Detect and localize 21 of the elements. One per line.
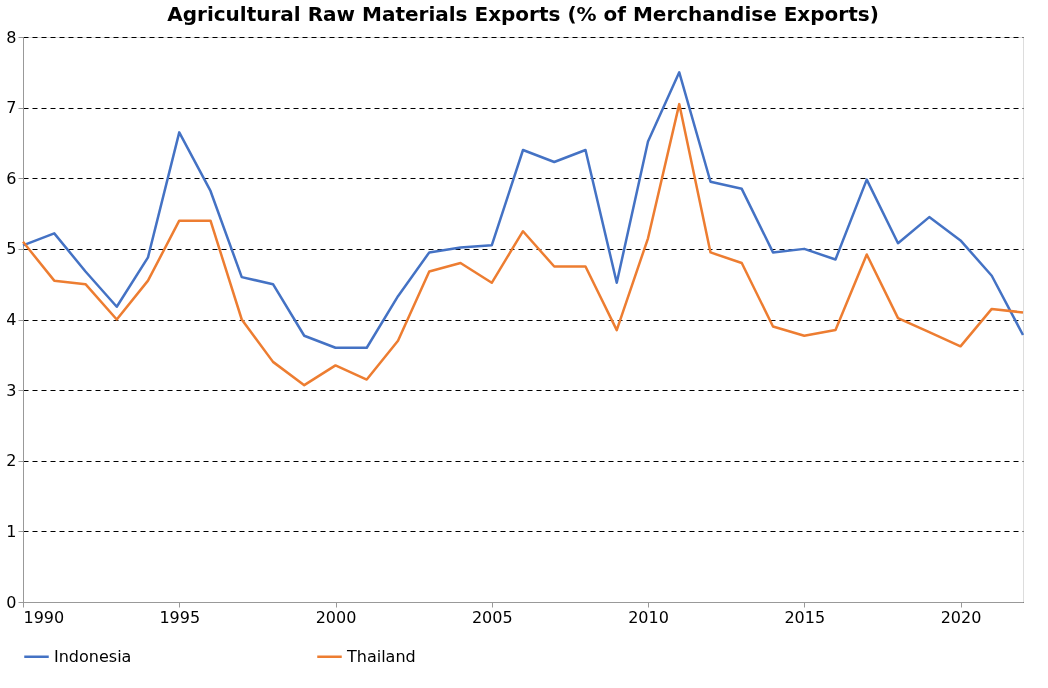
x-tick-label: 2010 [628, 607, 669, 627]
x-tick-label: 2020 [940, 607, 982, 627]
x-tick-label: 1990 [23, 607, 65, 627]
chart-title: Agricultural Raw Materials Exports (% of Merchandise Exports) [167, 2, 879, 26]
y-tick-label: 4 [6, 310, 17, 329]
y-tick-label: 0 [6, 592, 17, 612]
y-tick-label: 6 [6, 168, 17, 188]
y-tick-label: 2 [6, 451, 17, 471]
legend-label: Indonesia [54, 646, 132, 666]
x-tick-label: 2015 [784, 607, 826, 627]
y-tick-label: 3 [6, 380, 17, 400]
y-tick-label: 8 [6, 27, 17, 47]
x-tick-label: 1995 [159, 607, 201, 627]
line-series [21, 71, 1025, 349]
legend-label: Thailand [346, 646, 416, 666]
y-tick-label: 5 [6, 239, 17, 259]
line-series [21, 102, 1025, 387]
x-tick-label: 2005 [471, 607, 513, 627]
y-tick-label: 1 [6, 521, 17, 541]
y-tick-label: 7 [6, 98, 17, 118]
x-tick-label: 2000 [315, 607, 357, 627]
